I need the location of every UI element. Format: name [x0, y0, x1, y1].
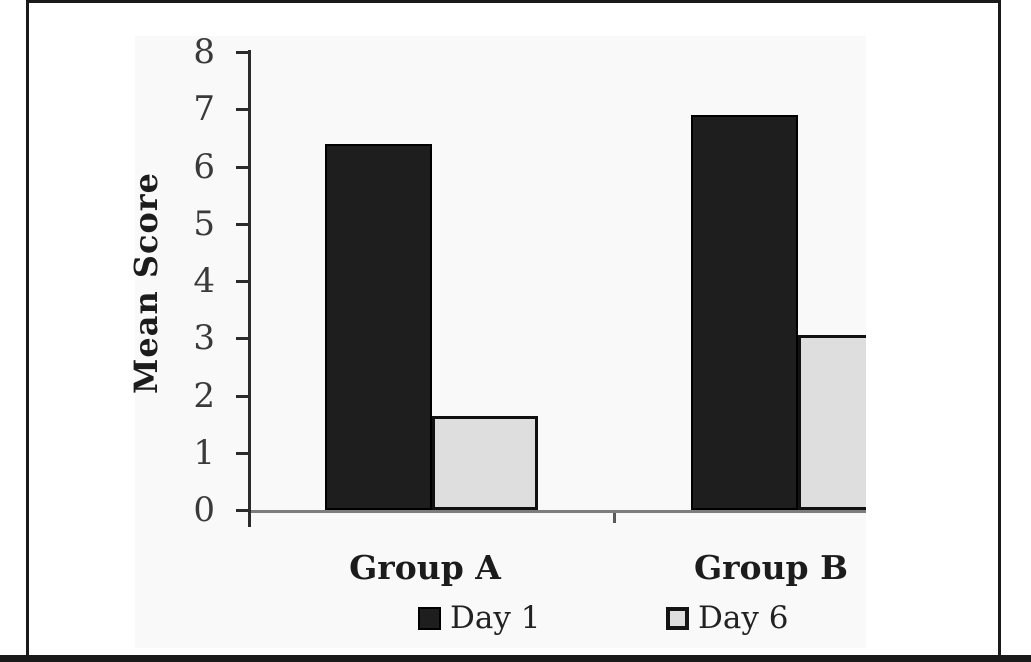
- y-tick-mark-8: [236, 51, 250, 54]
- y-tick-label-8: 8: [193, 32, 215, 72]
- category-label-group-a: Group A: [349, 548, 501, 587]
- category-label-group-b: Group B: [693, 548, 849, 587]
- frame-border-top: [26, 0, 1001, 3]
- bar-day-6-group-a: [432, 416, 538, 510]
- y-tick-label-3: 3: [193, 318, 215, 359]
- legend-label-day1: Day 1: [450, 600, 541, 636]
- y-tick-label-6: 6: [193, 146, 215, 187]
- frame-border-left: [26, 0, 29, 662]
- y-tick-mark-4: [236, 280, 250, 283]
- legend-swatch-day6: [666, 607, 689, 630]
- y-tick-mark-0: [236, 509, 250, 512]
- plot-area: [251, 36, 866, 636]
- bar-day-6-group-b: [798, 335, 866, 510]
- x-axis-line: [251, 510, 866, 513]
- legend-label-day6: Day 6: [698, 600, 789, 636]
- y-tick-mark-6: [236, 165, 250, 169]
- legend-swatch-day1: [418, 607, 441, 630]
- x-axis-tick: [613, 513, 616, 523]
- y-tick-label-0: 0: [193, 490, 215, 530]
- y-tick-label-4: 4: [193, 261, 215, 301]
- y-tick-mark-2: [236, 394, 250, 398]
- frame-border-bottom: [0, 655, 1031, 662]
- y-axis-line: [248, 50, 251, 527]
- y-tick-label-2: 2: [193, 375, 215, 416]
- y-tick-mark-3: [236, 337, 250, 341]
- frame-border-right: [998, 0, 1001, 658]
- bar-day-1-group-a: [325, 144, 432, 510]
- bar-day-1-group-b: [691, 115, 798, 510]
- y-tick-mark-7: [236, 108, 250, 112]
- y-tick-mark-5: [236, 222, 250, 226]
- y-tick-label-5: 5: [193, 203, 215, 244]
- y-tick-label-1: 1: [193, 432, 215, 473]
- y-tick-mark-1: [236, 451, 250, 455]
- y-tick-label-7: 7: [193, 89, 215, 130]
